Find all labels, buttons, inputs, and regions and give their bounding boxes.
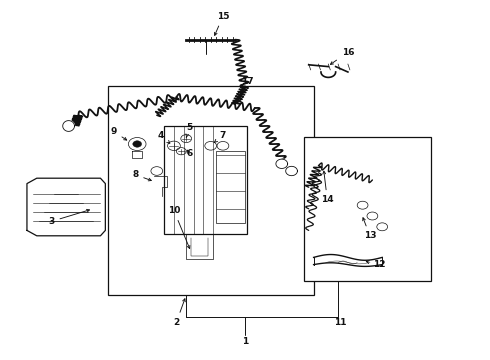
- Text: 1: 1: [242, 338, 248, 346]
- Text: 12: 12: [367, 260, 386, 269]
- Circle shape: [133, 141, 142, 147]
- Polygon shape: [63, 121, 74, 131]
- Text: 9: 9: [110, 127, 127, 140]
- Bar: [108, 86, 314, 295]
- Text: 14: 14: [321, 171, 334, 204]
- Text: 10: 10: [168, 206, 190, 248]
- Text: 6: 6: [186, 149, 192, 158]
- Text: 11: 11: [334, 318, 347, 327]
- Bar: [304, 137, 431, 281]
- Text: 2: 2: [173, 299, 185, 327]
- Text: 15: 15: [215, 12, 229, 35]
- Bar: [164, 126, 247, 234]
- Text: 8: 8: [132, 170, 151, 181]
- Polygon shape: [276, 159, 288, 168]
- Bar: [216, 151, 245, 223]
- Text: 4: 4: [157, 130, 170, 143]
- Text: 13: 13: [363, 218, 376, 240]
- Text: 7: 7: [215, 130, 226, 142]
- Text: 3: 3: [49, 210, 90, 226]
- Text: 16: 16: [330, 48, 354, 64]
- Text: 17: 17: [241, 77, 254, 92]
- Polygon shape: [286, 166, 297, 176]
- Text: 5: 5: [186, 123, 192, 138]
